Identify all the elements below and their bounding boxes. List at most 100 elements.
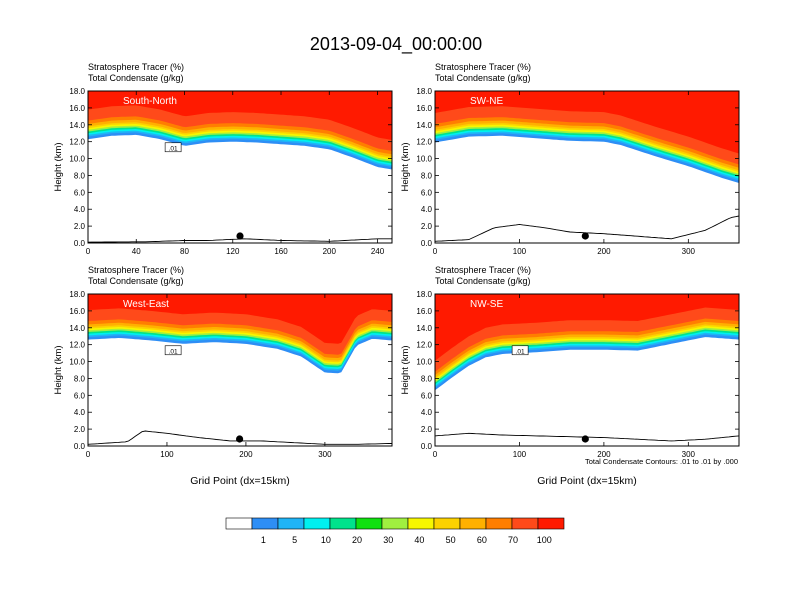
y-tick-label: 16.0	[416, 307, 432, 316]
x-tick-label: 300	[318, 450, 332, 459]
colorbar-label: 100	[537, 535, 552, 545]
colorbar-cell	[329, 517, 357, 530]
y-tick-label: 2.0	[74, 222, 86, 231]
y-tick-label: 2.0	[421, 222, 433, 231]
y-tick-label: 12.0	[416, 341, 432, 350]
colorbar-label: 60	[477, 535, 487, 545]
location-marker	[581, 232, 589, 240]
panel-label-line1: Stratosphere Tracer (%)	[435, 62, 531, 72]
x-tick-label: 200	[597, 450, 611, 459]
colorbar: 1 5 10 20 30 40 50 60 70 100	[225, 517, 565, 545]
location-marker	[236, 232, 244, 240]
y-tick-label: 18.0	[416, 290, 432, 299]
colorbar-cell	[303, 517, 331, 530]
plot-frame	[87, 90, 393, 244]
location-marker	[236, 435, 244, 443]
y-tick-label: 18.0	[69, 87, 85, 96]
y-tick-label: 2.0	[421, 425, 433, 434]
colorbar-label: 70	[508, 535, 518, 545]
x-tick-label: 160	[274, 247, 288, 256]
contour-label-box	[164, 345, 182, 356]
x-tick-label: 40	[132, 247, 141, 256]
x-tick-label: 120	[226, 247, 240, 256]
colorbar-cell	[225, 517, 253, 530]
x-tick-label: 0	[86, 247, 91, 256]
panel-label-line2: Total Condensate (g/kg)	[88, 73, 184, 83]
y-tick-label: 16.0	[416, 104, 432, 113]
x-tick-label: 100	[513, 450, 527, 459]
y-tick-label: 2.0	[74, 425, 86, 434]
location-marker	[581, 435, 589, 443]
y-tick-label: 16.0	[69, 307, 85, 316]
x-axis-label: Grid Point (dx=15km)	[537, 475, 637, 487]
colorbar-cell	[355, 517, 383, 530]
colorbar-cell	[277, 517, 305, 530]
panel-label-line2: Total Condensate (g/kg)	[435, 73, 531, 83]
y-tick-label: 4.0	[421, 205, 433, 214]
colorbar-cell	[459, 517, 487, 530]
x-tick-label: 0	[433, 450, 438, 459]
contour-label-box	[511, 345, 529, 356]
x-tick-label: 0	[433, 247, 438, 256]
colorbar-cell	[537, 517, 565, 530]
colorbar-label: 5	[292, 535, 297, 545]
tracer-band	[88, 294, 392, 344]
section-name: NW-SE	[470, 299, 503, 310]
plot-frame	[434, 293, 740, 447]
contour-label: .01	[516, 348, 525, 355]
panel-label-line1: Stratosphere Tracer (%)	[88, 62, 184, 72]
colorbar-label: 50	[446, 535, 456, 545]
y-tick-label: 12.0	[416, 138, 432, 147]
y-tick-label: 12.0	[69, 341, 85, 350]
y-tick-label: 6.0	[421, 188, 433, 197]
tracer-band	[435, 91, 739, 154]
x-axis-label: Grid Point (dx=15km)	[190, 475, 290, 487]
y-tick-label: 0.0	[421, 442, 433, 451]
colorbar-label: 20	[352, 535, 362, 545]
y-tick-label: 10.0	[416, 155, 432, 164]
y-tick-label: 0.0	[421, 239, 433, 248]
panel-label-line2: Total Condensate (g/kg)	[88, 276, 184, 286]
panel-west-east: 0.0 2.0 4.0 6.0 8.0 10.0 12.0 14.0 16.0 18.0 0 100 2…	[53, 265, 393, 487]
colorbar-cell	[485, 517, 513, 530]
x-tick-label: 80	[180, 247, 189, 256]
y-tick-label: 16.0	[69, 104, 85, 113]
panel-label-line1: Stratosphere Tracer (%)	[88, 265, 184, 275]
figure-title: 2013-09-04_00:00:00	[310, 34, 482, 55]
contour-label: .01	[169, 348, 178, 355]
panel-label-line2: Total Condensate (g/kg)	[435, 276, 531, 286]
y-tick-label: 8.0	[74, 374, 86, 383]
colorbar-cell	[433, 517, 461, 530]
y-tick-label: 6.0	[74, 391, 86, 400]
plot-frame	[434, 90, 740, 244]
contour-footnote: Total Condensate Contours: .01 to .01 by…	[585, 457, 738, 466]
y-tick-label: 8.0	[74, 171, 86, 180]
y-axis-label: Height (km)	[53, 142, 64, 191]
y-tick-label: 8.0	[421, 171, 433, 180]
y-tick-label: 14.0	[416, 324, 432, 333]
colorbar-cell	[511, 517, 539, 530]
section-name: West-East	[123, 299, 169, 310]
x-tick-label: 100	[513, 247, 527, 256]
contour-label: .01	[169, 145, 178, 152]
y-tick-label: 4.0	[74, 205, 86, 214]
colorbar-label: 40	[414, 535, 424, 545]
x-tick-label: 200	[323, 247, 337, 256]
y-tick-label: 6.0	[421, 391, 433, 400]
x-tick-label: 100	[160, 450, 174, 459]
y-tick-label: 14.0	[416, 121, 432, 130]
x-tick-label: 300	[682, 450, 696, 459]
section-name: South-North	[123, 96, 177, 107]
tracer-band	[88, 91, 392, 140]
y-tick-label: 14.0	[69, 121, 85, 130]
y-tick-label: 14.0	[69, 324, 85, 333]
x-tick-label: 300	[682, 247, 696, 256]
y-axis-label: Height (km)	[400, 142, 411, 191]
x-tick-label: 0	[86, 450, 91, 459]
panel-label-line1: Stratosphere Tracer (%)	[435, 265, 531, 275]
x-tick-label: 200	[597, 247, 611, 256]
colorbar-cell	[381, 517, 409, 530]
panels: 0.0 2.0 4.0 6.0 8.0 10.0 12.0 14.0 16.0 18.0 0 40 80…	[53, 62, 740, 487]
contour-label-box	[164, 142, 182, 153]
